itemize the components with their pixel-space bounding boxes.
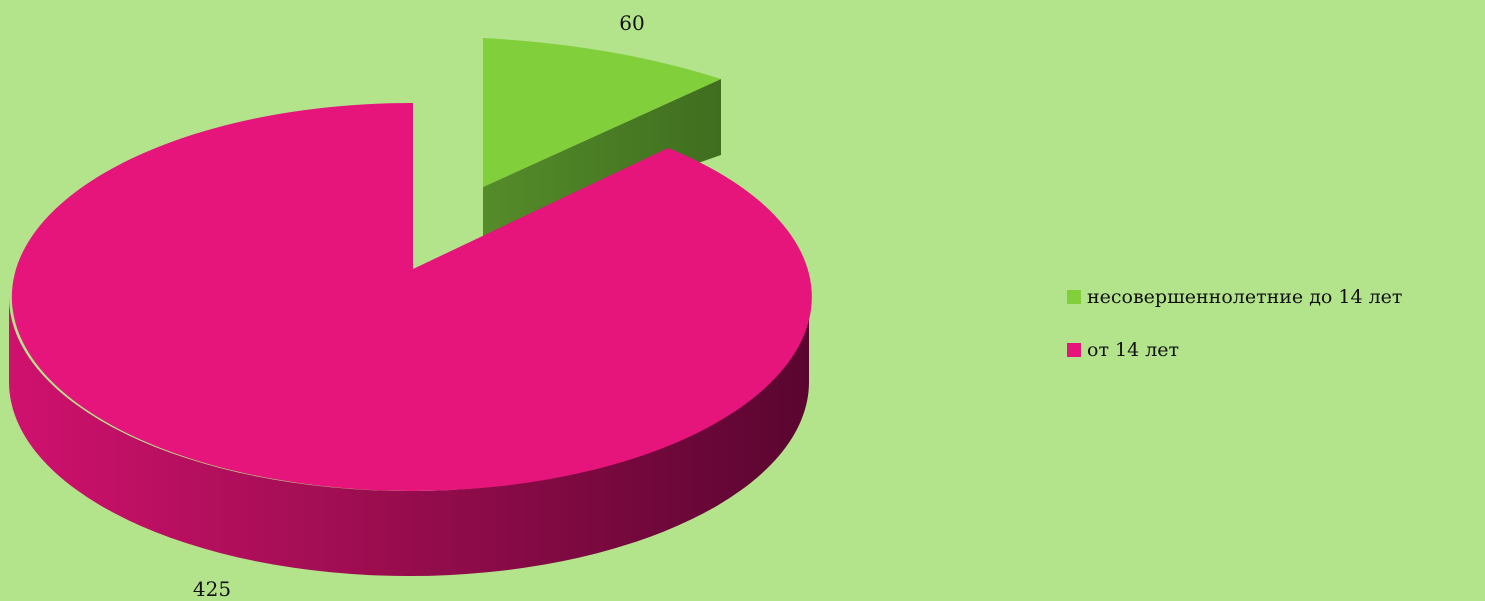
slice-group-over-14 — [9, 102, 812, 576]
legend-label-minors: несовершеннолетние до 14 лет — [1087, 286, 1403, 308]
legend: несовершеннолетние до 14 лет от 14 лет — [1067, 284, 1402, 390]
data-label-minors: 60 — [619, 11, 644, 35]
slice-minors — [483, 38, 721, 187]
slice-over-14 — [11, 102, 812, 491]
data-label-over-14: 425 — [193, 577, 231, 601]
legend-label-over-14: от 14 лет — [1087, 339, 1180, 361]
slice-side-over-14 — [9, 297, 809, 576]
legend-item-minors: несовершеннолетние до 14 лет — [1067, 284, 1402, 310]
legend-swatch-over-14 — [1067, 343, 1081, 357]
slice-side-minors — [483, 79, 721, 238]
legend-item-over-14: от 14 лет — [1067, 337, 1402, 363]
slice-group-minors — [483, 38, 721, 238]
legend-swatch-minors — [1067, 290, 1081, 304]
